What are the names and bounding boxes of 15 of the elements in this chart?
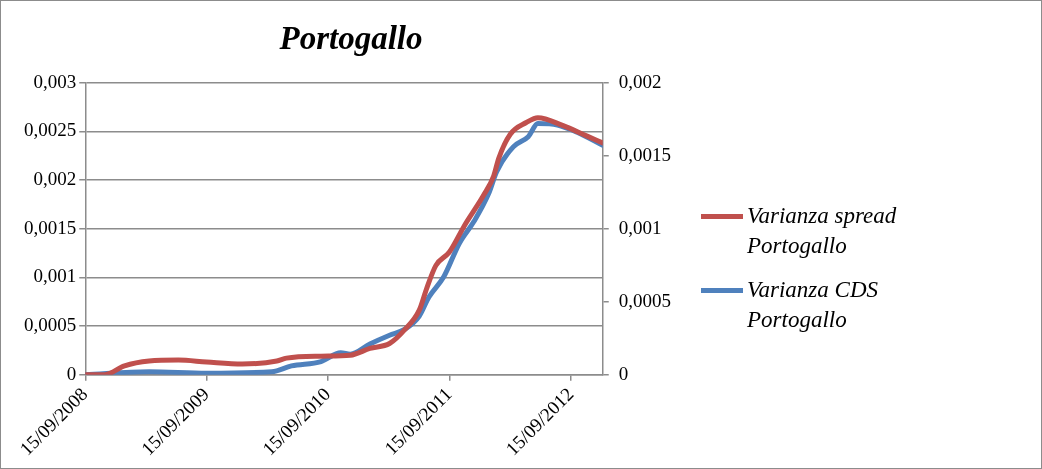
y-tick-label: 0,0015 [24, 216, 77, 238]
y-tick-label: 0,001 [33, 265, 77, 287]
y2-tick-label: 0 [618, 362, 629, 384]
y-tick-label: 0 [66, 362, 77, 384]
y2-tick-label: 0,002 [618, 70, 662, 92]
y2-tick-label: 0,0005 [618, 289, 671, 311]
chart-title: Portogallo [278, 20, 423, 57]
y-tick-label: 0,002 [33, 167, 77, 189]
y-tick-label: 0,003 [33, 70, 77, 92]
legend-label: Varianza spread Portogallo [747, 202, 898, 260]
y-tick-label: 0,0025 [24, 119, 77, 141]
y2-tick-label: 0,0015 [618, 143, 671, 165]
y-tick-label: 0,0005 [24, 313, 77, 335]
legend-label: Varianza CDS Portogallo [747, 276, 879, 334]
y2-tick-label: 0,001 [618, 216, 662, 238]
